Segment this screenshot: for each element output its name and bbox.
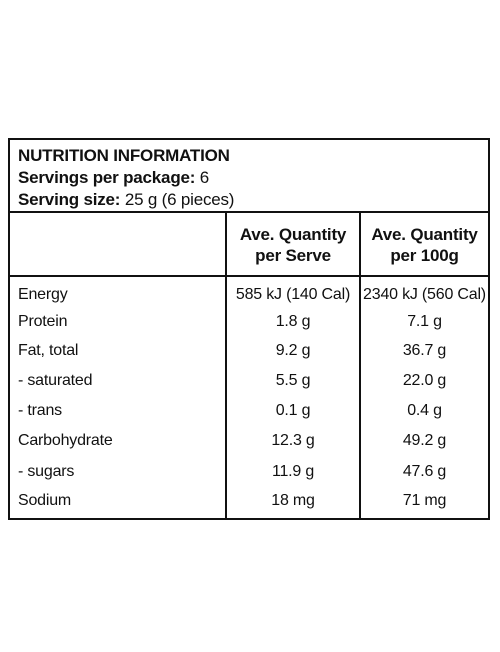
column-header-per-100g: Ave. Quantity per 100g (359, 213, 488, 277)
per-serve-value: 585 kJ (140 Cal) (235, 286, 351, 303)
table-row: Protein 1.8 g 7.1 g (10, 307, 488, 337)
per-serve-value: 18 mg (271, 492, 315, 509)
per-100g-value: 2340 kJ (560 Cal) (363, 286, 486, 303)
per-100g-value: 7.1 g (407, 313, 442, 330)
panel-header: NUTRITION INFORMATION Servings per packa… (10, 140, 488, 213)
column-divider (225, 277, 227, 518)
per-serve-label: Ave. Quantity per Serve (239, 225, 347, 265)
nutrient-name: - trans (18, 402, 62, 419)
per-serve-value: 9.2 g (275, 342, 311, 359)
table-row: Fat, total 9.2 g 36.7 g (10, 336, 488, 366)
per-100g-label: Ave. Quantity per 100g (371, 225, 478, 265)
serving-size: Serving size: 25 g (6 pieces) (18, 190, 234, 210)
nutrient-name: Protein (18, 313, 68, 330)
per-serve-value: 5.5 g (275, 372, 311, 389)
per-100g-value: 49.2 g (402, 432, 447, 449)
panel-title: NUTRITION INFORMATION (18, 146, 230, 165)
table-row: Sodium 18 mg 71 mg (10, 486, 488, 516)
table-row: - trans 0.1 g 0.4 g (10, 396, 488, 426)
serving-size-value: 25 g (6 pieces) (124, 190, 235, 209)
serving-size-label: Serving size: (18, 190, 121, 209)
table-row: - saturated 5.5 g 22.0 g (10, 366, 488, 396)
column-header-per-serve: Ave. Quantity per Serve (225, 213, 359, 277)
servings-per-package: Servings per package: 6 (18, 168, 209, 188)
per-100g-value: 0.4 g (407, 402, 442, 419)
table-row: Energy 585 kJ (140 Cal) 2340 kJ (560 Cal) (10, 280, 488, 310)
nutrient-name: Fat, total (18, 342, 79, 359)
table-row: Carbohydrate 12.3 g 49.2 g (10, 426, 488, 456)
nutrient-name: Carbohydrate (18, 432, 113, 449)
per-serve-value: 0.1 g (275, 402, 311, 419)
per-100g-value: 36.7 g (402, 342, 447, 359)
per-serve-value: 1.8 g (275, 313, 311, 330)
nutrient-name: - sugars (18, 463, 75, 480)
nutrient-name: - saturated (18, 372, 93, 389)
table-row: - sugars 11.9 g 47.6 g (10, 457, 488, 487)
column-divider (359, 277, 361, 518)
per-serve-value: 12.3 g (271, 432, 315, 449)
per-100g-value: 47.6 g (402, 463, 447, 480)
per-100g-value: 22.0 g (402, 372, 447, 389)
nutrition-panel: NUTRITION INFORMATION Servings per packa… (8, 138, 490, 520)
per-serve-value: 11.9 g (271, 463, 315, 480)
nutrient-name: Sodium (18, 492, 72, 509)
servings-label: Servings per package: (18, 168, 196, 187)
per-100g-value: 71 mg (402, 492, 447, 509)
nutrient-name: Energy (18, 286, 68, 303)
column-header-name (10, 213, 225, 277)
servings-value: 6 (199, 168, 210, 187)
